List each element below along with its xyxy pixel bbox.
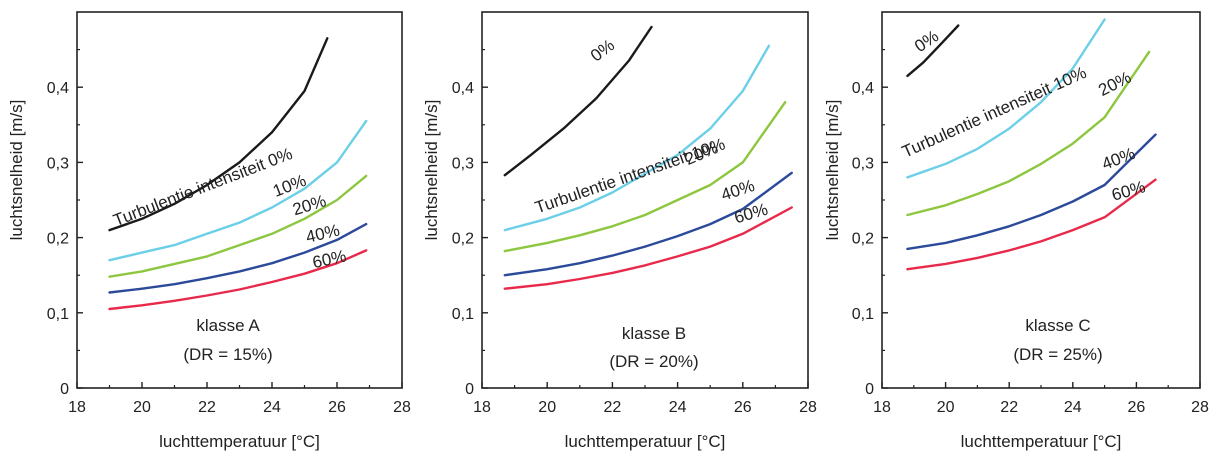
- series-line-20: [906, 50, 1151, 217]
- y-tick-label: 0,4: [852, 80, 874, 97]
- y-tick-label: 0,2: [852, 231, 874, 248]
- dr-annotation: (DR = 20%): [609, 352, 698, 371]
- series-label: 20%: [290, 191, 328, 219]
- series-label: 20%: [1095, 68, 1134, 100]
- y-tick-label: 0,1: [47, 306, 69, 323]
- series-line-20: [108, 174, 368, 278]
- x-tick-label: 26: [328, 399, 346, 416]
- x-tick-label: 18: [473, 399, 491, 416]
- series-label: 40%: [1099, 144, 1138, 174]
- y-tick-label: 0,4: [47, 80, 69, 97]
- x-tick-label: 28: [799, 399, 817, 416]
- x-tick-label: 22: [604, 399, 622, 416]
- y-axis-label: luchtsnelheid [m/s]: [422, 100, 441, 241]
- series-line-first: [906, 24, 960, 78]
- y-tick-label: 0: [865, 381, 874, 398]
- dr-annotation: (DR = 15%): [183, 345, 272, 364]
- series-label: 0%: [911, 27, 942, 56]
- y-tick-label: 0,4: [452, 80, 474, 97]
- series-label: 40%: [304, 221, 341, 247]
- series-label: 20%: [682, 138, 721, 169]
- chart-panel-1: 18 20 22 24 26 28 0 0,1 0,2 0,3 0,4 luchttemperatuu…: [7, 11, 411, 451]
- series-line-first: [503, 25, 653, 177]
- x-tick-label: 24: [1064, 399, 1082, 416]
- x-tick-label: 26: [734, 399, 752, 416]
- series-line-20: [503, 101, 787, 253]
- series-line-60: [503, 206, 793, 290]
- series-line-10: [108, 119, 368, 262]
- x-tick-label: 20: [133, 399, 151, 416]
- series-label: 0%: [587, 35, 618, 65]
- chart-panel-3: 18 20 22 24 26 28 0 0,1 0,2 0,3 0,4 luchttemperatuu…: [823, 11, 1209, 451]
- class-annotation: klasse C: [1025, 316, 1090, 335]
- series-line-60: [108, 249, 368, 311]
- x-tick-label: 28: [393, 399, 411, 416]
- series-line-60: [906, 178, 1157, 271]
- y-tick-label: 0,3: [452, 155, 474, 172]
- x-axis-label: luchttemperatuur [°C]: [565, 432, 726, 451]
- y-tick-label: 0,2: [47, 231, 69, 248]
- x-tick-label: 22: [198, 399, 216, 416]
- x-axis-label: luchttemperatuur [°C]: [159, 432, 320, 451]
- y-tick-label: 0,2: [452, 231, 474, 248]
- y-tick-label: 0,1: [852, 306, 874, 323]
- series-line-Turbulentieintensiteit10: [503, 44, 771, 232]
- x-tick-label: 20: [937, 399, 955, 416]
- class-annotation: klasse A: [196, 316, 260, 335]
- series-label: 60%: [311, 246, 348, 272]
- y-tick-label: 0: [60, 381, 69, 398]
- x-tick-label: 18: [873, 399, 891, 416]
- x-tick-label: 28: [1191, 399, 1209, 416]
- x-tick-label: 18: [68, 399, 86, 416]
- series-label: Turbulentie intensiteit 10%: [899, 63, 1089, 162]
- series-line-first: [108, 37, 329, 232]
- dr-annotation: (DR = 25%): [1013, 345, 1102, 364]
- x-tick-label: 22: [1000, 399, 1018, 416]
- series-line-40: [503, 171, 793, 277]
- y-tick-label: 0,3: [852, 155, 874, 172]
- x-tick-label: 24: [263, 399, 281, 416]
- x-tick-label: 20: [538, 399, 556, 416]
- class-annotation: klasse B: [622, 324, 686, 343]
- y-axis-label: luchtsnelheid [m/s]: [823, 100, 842, 241]
- y-tick-label: 0: [465, 381, 474, 398]
- y-axis-label: luchtsnelheid [m/s]: [7, 100, 26, 241]
- x-tick-label: 24: [669, 399, 687, 416]
- series-label: 60%: [1110, 177, 1148, 205]
- series-label: Turbulentie intensiteit 0%: [111, 144, 295, 230]
- x-tick-label: 26: [1128, 399, 1146, 416]
- series-label: 40%: [719, 176, 757, 205]
- series-line-Turbulentieintensiteit10: [906, 18, 1106, 179]
- series-line-40: [906, 133, 1157, 251]
- y-tick-label: 0,1: [452, 306, 474, 323]
- x-axis-label: luchttemperatuur [°C]: [961, 432, 1122, 451]
- series-line-40: [108, 222, 368, 294]
- chart-panel-2: 18 20 22 24 26 28 0 0,1 0,2 0,3 0,4 luchttemperatuu…: [422, 11, 817, 451]
- y-tick-label: 0,3: [47, 155, 69, 172]
